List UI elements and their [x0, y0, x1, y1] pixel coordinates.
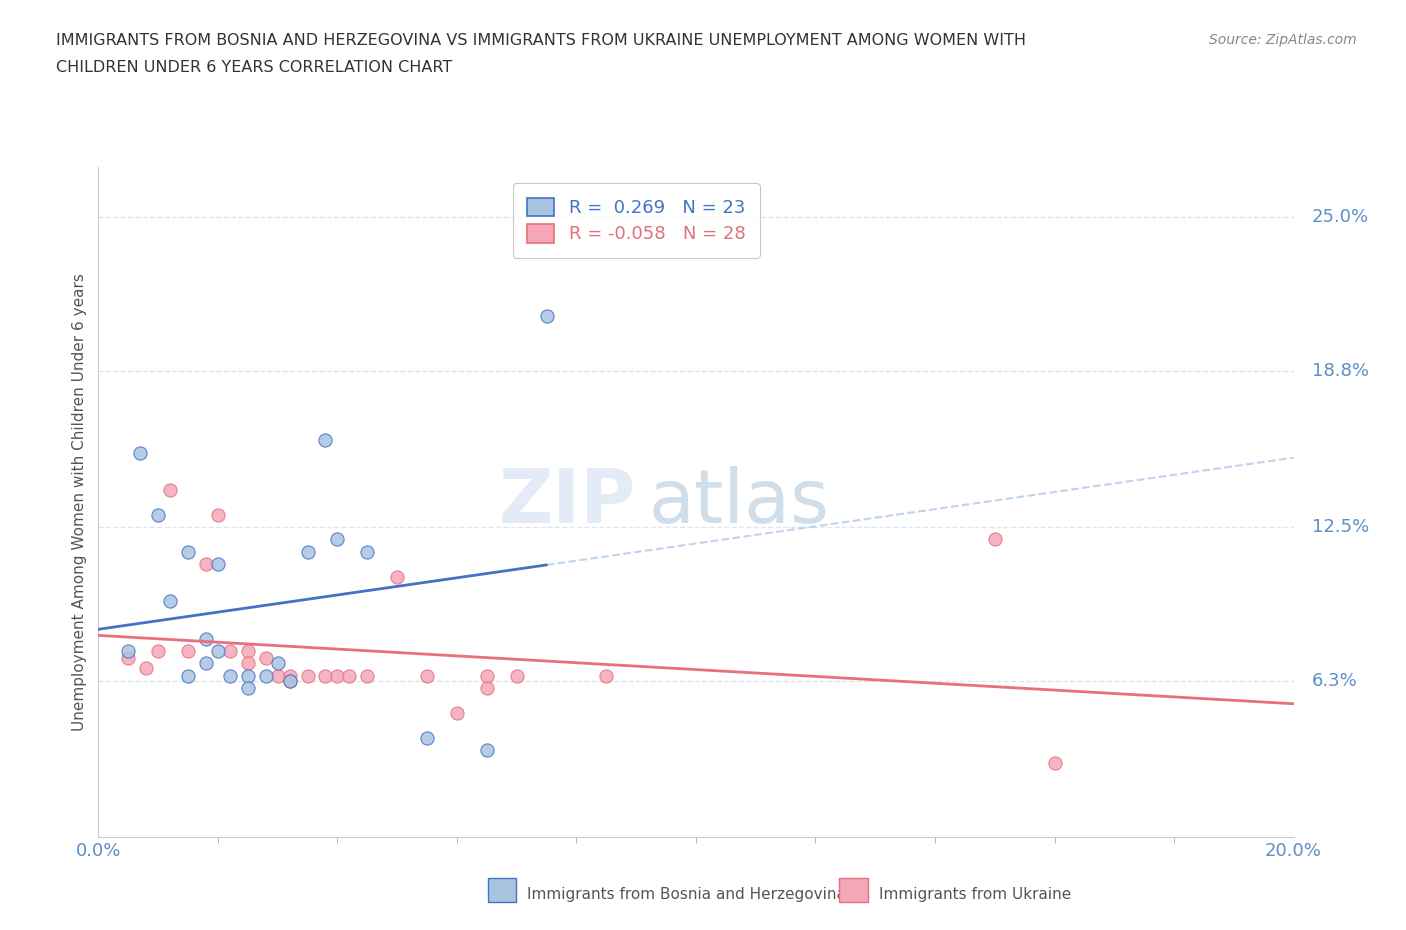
Text: 18.8%: 18.8%	[1312, 362, 1369, 379]
Point	[326, 669, 349, 684]
Point	[117, 644, 139, 658]
Point	[177, 669, 200, 684]
Point	[148, 507, 170, 522]
Text: CHILDREN UNDER 6 YEARS CORRELATION CHART: CHILDREN UNDER 6 YEARS CORRELATION CHART	[56, 60, 453, 75]
Point	[506, 669, 529, 684]
Point	[475, 743, 498, 758]
Point	[207, 557, 229, 572]
Point	[117, 651, 139, 666]
Text: 12.5%: 12.5%	[1312, 518, 1369, 536]
Text: Immigrants from Bosnia and Herzegovina: Immigrants from Bosnia and Herzegovina	[527, 887, 846, 902]
Legend: R =  0.269   N = 23, R = -0.058   N = 28: R = 0.269 N = 23, R = -0.058 N = 28	[513, 183, 759, 258]
Point	[536, 309, 558, 324]
Point	[297, 544, 319, 559]
Point	[315, 432, 337, 447]
Point	[207, 507, 229, 522]
Text: 6.3%: 6.3%	[1312, 671, 1358, 690]
Text: atlas: atlas	[648, 466, 830, 538]
Point	[267, 669, 290, 684]
Point	[236, 669, 259, 684]
Point	[194, 557, 218, 572]
Point	[219, 644, 242, 658]
Point	[148, 644, 170, 658]
Point	[159, 594, 181, 609]
Point	[236, 656, 259, 671]
Point	[475, 669, 498, 684]
Point	[267, 656, 290, 671]
Text: IMMIGRANTS FROM BOSNIA AND HERZEGOVINA VS IMMIGRANTS FROM UKRAINE UNEMPLOYMENT A: IMMIGRANTS FROM BOSNIA AND HERZEGOVINA V…	[56, 33, 1026, 47]
Point	[278, 673, 301, 688]
Point	[326, 532, 349, 547]
Point	[416, 669, 439, 684]
Text: ZIP: ZIP	[499, 466, 636, 538]
Point	[356, 544, 378, 559]
Point	[385, 569, 409, 584]
Point	[254, 651, 277, 666]
Point	[315, 669, 337, 684]
Point	[983, 532, 1005, 547]
Y-axis label: Unemployment Among Women with Children Under 6 years: Unemployment Among Women with Children U…	[72, 273, 87, 731]
Point	[339, 669, 360, 684]
Point	[595, 669, 617, 684]
Point	[194, 631, 218, 646]
Point	[356, 669, 378, 684]
Point	[236, 644, 259, 658]
Text: 25.0%: 25.0%	[1312, 208, 1369, 226]
Point	[1043, 755, 1066, 770]
Point	[129, 445, 152, 460]
Text: Immigrants from Ukraine: Immigrants from Ukraine	[879, 887, 1071, 902]
Point	[475, 681, 498, 696]
Point	[446, 706, 468, 721]
Point	[254, 669, 277, 684]
Point	[177, 544, 200, 559]
Point	[297, 669, 319, 684]
Point	[236, 681, 259, 696]
Point	[416, 730, 439, 745]
Point	[135, 661, 157, 676]
Point	[278, 669, 301, 684]
Point	[278, 673, 301, 688]
Point	[207, 644, 229, 658]
Point	[219, 669, 242, 684]
Point	[194, 656, 218, 671]
Point	[177, 644, 200, 658]
Text: Source: ZipAtlas.com: Source: ZipAtlas.com	[1209, 33, 1357, 46]
Point	[159, 483, 181, 498]
